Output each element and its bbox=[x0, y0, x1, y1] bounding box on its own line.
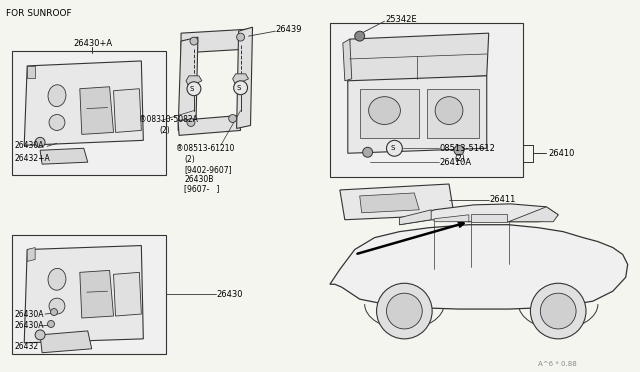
Polygon shape bbox=[186, 76, 202, 87]
Ellipse shape bbox=[49, 298, 65, 314]
Text: 26430+A: 26430+A bbox=[74, 39, 113, 48]
Polygon shape bbox=[178, 116, 241, 135]
Circle shape bbox=[35, 330, 45, 340]
Text: S: S bbox=[390, 145, 395, 151]
Text: ®08310-5082A: ®08310-5082A bbox=[140, 115, 198, 124]
Text: 26430A: 26430A bbox=[14, 141, 44, 150]
Polygon shape bbox=[28, 247, 35, 262]
Polygon shape bbox=[113, 89, 141, 132]
Text: FOR SUNROOF: FOR SUNROOF bbox=[6, 9, 72, 18]
Text: 26430B: 26430B bbox=[184, 174, 213, 183]
Polygon shape bbox=[399, 204, 558, 225]
Circle shape bbox=[47, 321, 54, 327]
Circle shape bbox=[234, 81, 248, 95]
Text: 25342E: 25342E bbox=[385, 15, 417, 24]
Bar bbox=[12, 235, 166, 354]
Text: (2): (2) bbox=[159, 126, 170, 135]
Text: 26410A: 26410A bbox=[439, 158, 471, 167]
Polygon shape bbox=[360, 193, 419, 213]
Bar bbox=[12, 51, 166, 175]
Polygon shape bbox=[509, 207, 558, 222]
Polygon shape bbox=[348, 33, 489, 83]
Circle shape bbox=[355, 31, 365, 41]
Ellipse shape bbox=[435, 97, 463, 125]
Text: [9402-9607]: [9402-9607] bbox=[184, 165, 232, 174]
Text: 26439: 26439 bbox=[275, 25, 302, 34]
Circle shape bbox=[237, 33, 244, 41]
Circle shape bbox=[531, 283, 586, 339]
Polygon shape bbox=[24, 246, 143, 343]
Circle shape bbox=[540, 293, 576, 329]
Text: 26430A: 26430A bbox=[14, 310, 44, 318]
Ellipse shape bbox=[49, 115, 65, 131]
Circle shape bbox=[51, 309, 58, 315]
Polygon shape bbox=[237, 27, 253, 128]
Text: (2): (2) bbox=[184, 155, 195, 164]
Polygon shape bbox=[434, 215, 469, 222]
Polygon shape bbox=[340, 184, 454, 220]
Polygon shape bbox=[343, 39, 352, 81]
Polygon shape bbox=[80, 87, 113, 134]
Circle shape bbox=[35, 137, 45, 147]
Polygon shape bbox=[40, 148, 88, 164]
Text: S: S bbox=[190, 86, 195, 92]
Bar bbox=[330, 23, 524, 177]
Text: 26411: 26411 bbox=[490, 195, 516, 204]
Text: (2): (2) bbox=[454, 154, 465, 163]
Polygon shape bbox=[24, 61, 143, 145]
Ellipse shape bbox=[48, 268, 66, 290]
Circle shape bbox=[454, 145, 464, 155]
Circle shape bbox=[187, 82, 201, 96]
Circle shape bbox=[190, 37, 198, 45]
Circle shape bbox=[387, 140, 403, 156]
Text: 26430: 26430 bbox=[217, 290, 243, 299]
Text: 26410: 26410 bbox=[548, 149, 575, 158]
Circle shape bbox=[187, 119, 195, 126]
Polygon shape bbox=[330, 225, 628, 309]
Ellipse shape bbox=[48, 85, 66, 107]
Text: 26432+A: 26432+A bbox=[14, 154, 50, 163]
Polygon shape bbox=[399, 210, 431, 225]
Polygon shape bbox=[233, 74, 248, 85]
Polygon shape bbox=[471, 214, 507, 222]
Polygon shape bbox=[80, 270, 113, 318]
Circle shape bbox=[387, 293, 422, 329]
Circle shape bbox=[228, 115, 237, 122]
Polygon shape bbox=[113, 272, 141, 316]
Polygon shape bbox=[40, 331, 92, 353]
Text: 08513-51612: 08513-51612 bbox=[439, 144, 495, 153]
Ellipse shape bbox=[369, 97, 401, 125]
Text: 26430A: 26430A bbox=[14, 321, 44, 330]
Text: [9607-   ]: [9607- ] bbox=[184, 185, 220, 193]
Bar bbox=[360, 89, 419, 138]
Polygon shape bbox=[181, 29, 248, 53]
Text: 26432: 26432 bbox=[14, 342, 38, 351]
Text: S: S bbox=[237, 85, 241, 91]
Text: A^6 * 0.88: A^6 * 0.88 bbox=[538, 361, 577, 367]
Polygon shape bbox=[178, 37, 198, 131]
Circle shape bbox=[376, 283, 432, 339]
Polygon shape bbox=[28, 66, 35, 78]
Text: ®08513-61210: ®08513-61210 bbox=[176, 144, 234, 153]
Circle shape bbox=[363, 147, 372, 157]
Bar bbox=[427, 89, 479, 138]
Polygon shape bbox=[348, 76, 487, 153]
